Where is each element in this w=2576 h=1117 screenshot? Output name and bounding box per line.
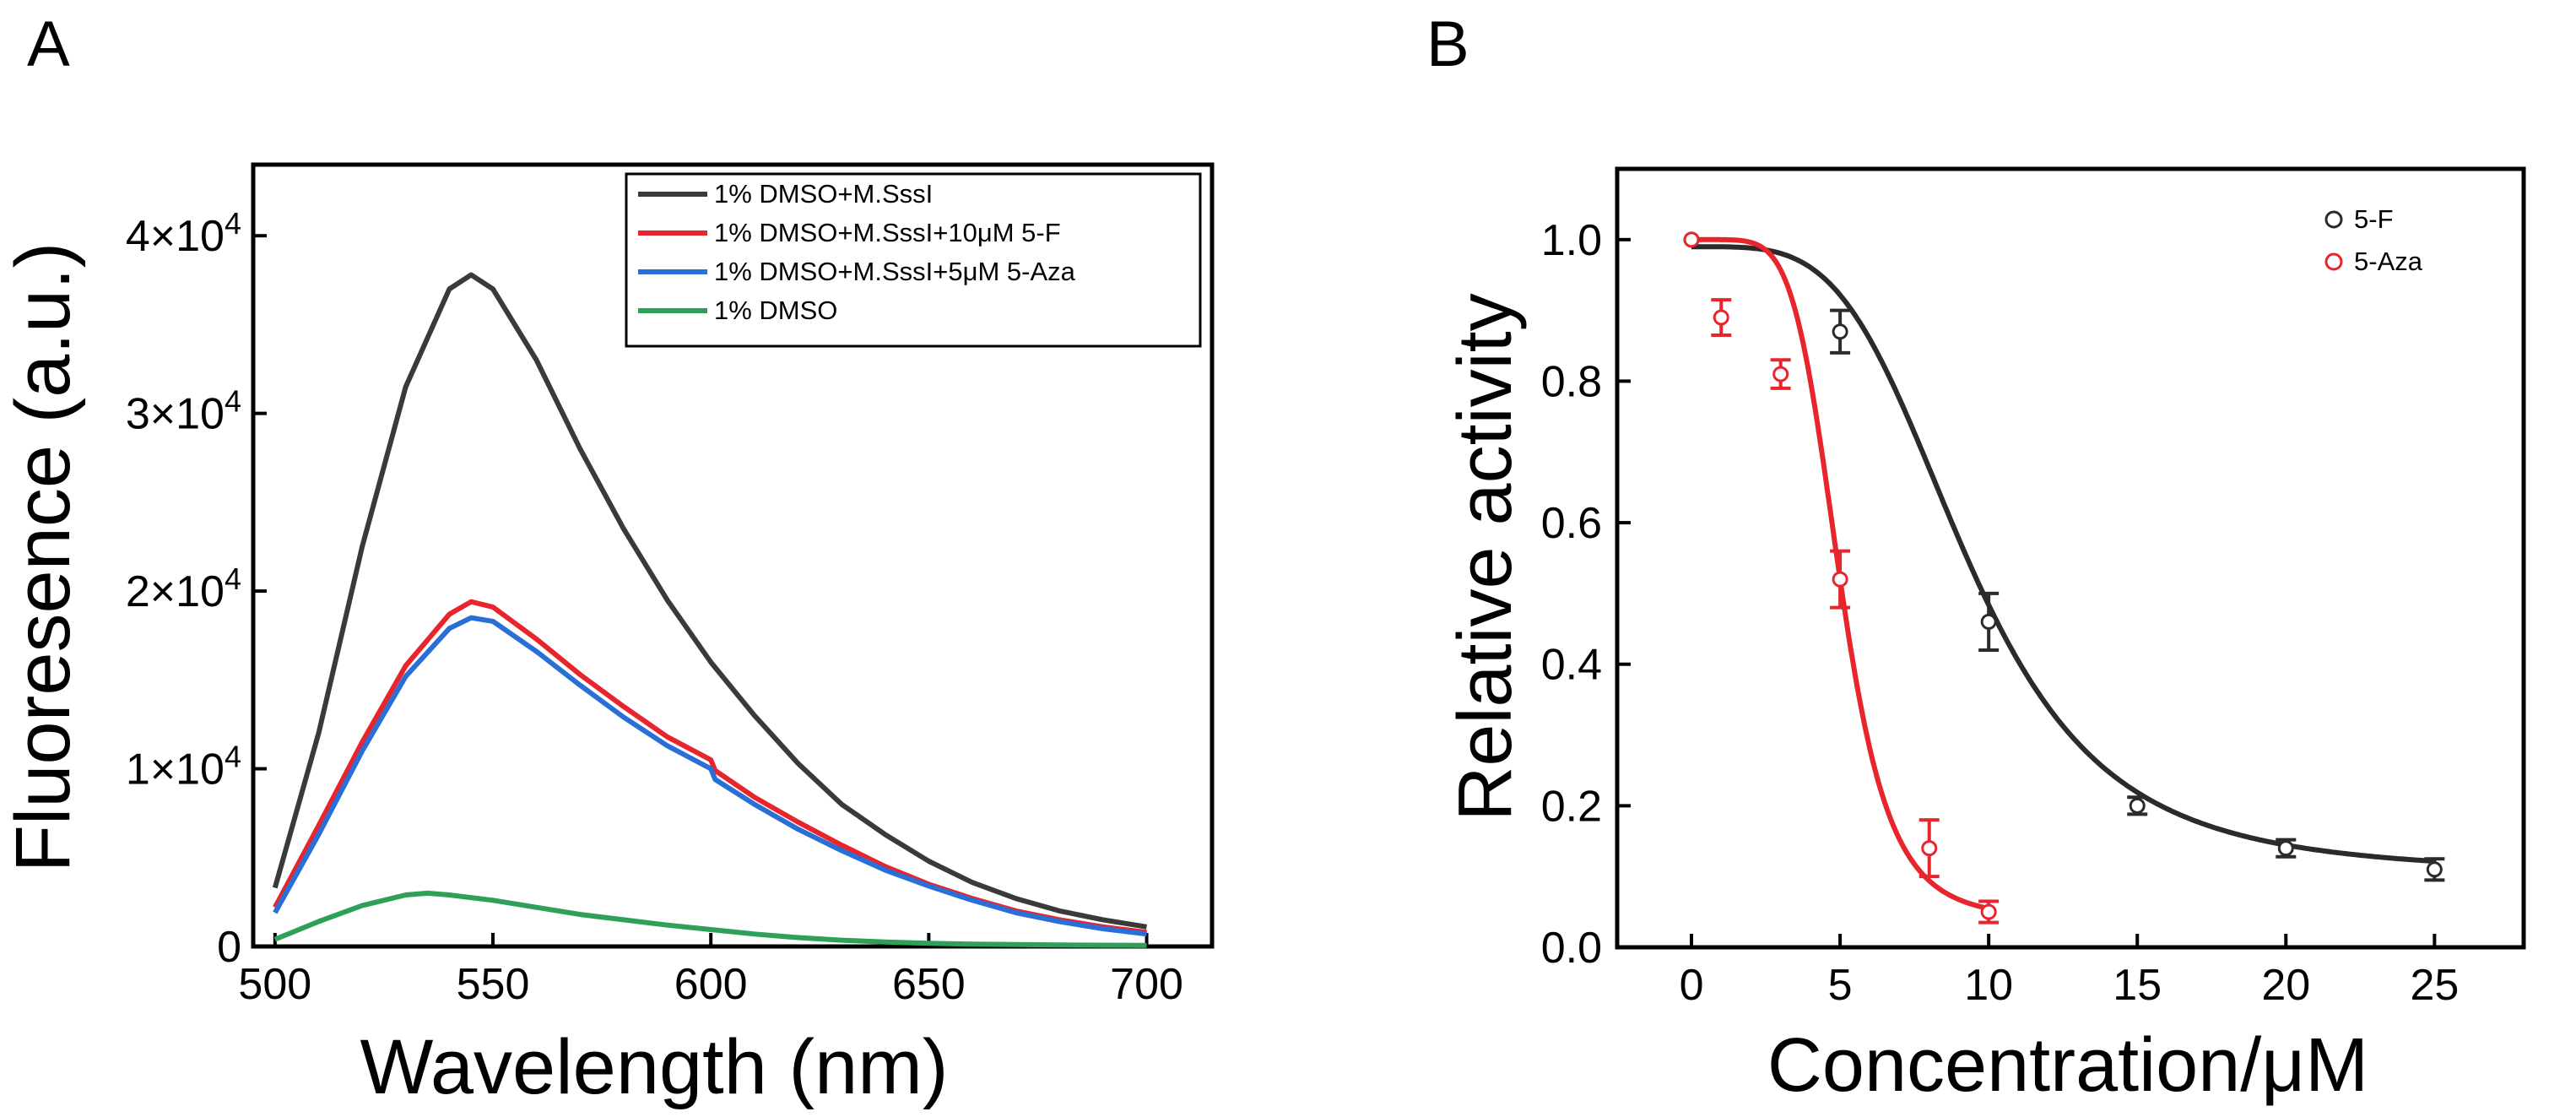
x-tick-label-b: 5 [1828, 961, 1853, 1010]
chart-b: 0.0 0.2 0.4 0.6 0.8 1.0 0 5 10 15 20 25 5-F 5-Aza C… [1443, 166, 2526, 1108]
data-point-b [1980, 903, 1997, 920]
series-lines-a [272, 272, 1147, 948]
series-line-a [272, 272, 1147, 930]
y-tick-label-b: 0.2 [1541, 782, 1602, 831]
y-tick-label-a: 3×104 [126, 384, 241, 439]
data-point-b [1772, 366, 1789, 382]
legend-marker-b [2324, 210, 2343, 229]
x-ticks-a: 500 550 600 650 700 [238, 933, 1183, 1009]
x-tick-label-b: 10 [1964, 961, 2013, 1010]
y-tick-mantissa-a: 4×10 [126, 212, 225, 261]
x-tick-label-a: 500 [238, 960, 311, 1009]
data-point-b [2277, 840, 2294, 857]
y-tick-exponent-a: 4 [225, 740, 241, 774]
legend-label-a: 1% DMSO+M.SssI+5μM 5-Aza [714, 257, 1076, 286]
x-tick-label-b: 0 [1680, 961, 1704, 1010]
legend-label-a: 1% DMSO+M.SssI+10μM 5-F [714, 218, 1061, 247]
fit-curves-b [1691, 236, 2435, 912]
x-tick-label-b: 25 [2410, 961, 2459, 1010]
y-tick-exponent-a: 4 [225, 206, 241, 241]
plot-frame-b [1615, 166, 2526, 950]
data-point-b [1832, 571, 1848, 588]
y-tick-mantissa-a: 0 [217, 923, 241, 972]
data-point-b [1980, 613, 1997, 630]
data-point-b [2426, 861, 2443, 878]
x-axis-title-a: Wavelength (nm) [360, 1024, 948, 1110]
y-tick-label-a: 4×104 [126, 206, 241, 261]
legend-a: 1% DMSO+M.SssI 1% DMSO+M.SssI+10μM 5-F 1% … [625, 172, 1202, 348]
x-tick-label-a: 600 [674, 960, 748, 1009]
y-ticks-b: 0.0 0.2 0.4 0.6 0.8 1.0 [1541, 216, 1631, 973]
series-line-a [273, 890, 1147, 948]
y-axis-title-a: Fluoresence (a.u.) [0, 242, 86, 873]
legend-b: 5-F 5-Aza [2324, 204, 2423, 276]
data-points-b [1683, 231, 2445, 925]
x-tick-label-a: 650 [892, 960, 966, 1009]
plot-frame-a [251, 162, 1215, 949]
data-point-b [1832, 323, 1848, 340]
panel-label-b: B [1426, 8, 1469, 80]
x-ticks-b: 0 5 10 15 20 25 [1680, 934, 2459, 1010]
x-axis-title-b: Concentration/μM [1767, 1023, 2368, 1108]
x-tick-label-b: 15 [2113, 961, 2162, 1010]
legend-label-a: 1% DMSO+M.SssI [714, 179, 933, 209]
series-line-a [273, 615, 1147, 937]
data-point-b [1713, 309, 1729, 326]
legend-label-b: 5-F [2354, 204, 2394, 234]
y-tick-label-a: 1×104 [126, 740, 241, 794]
legend-marker-b [2324, 252, 2343, 271]
fit-curve-b [1691, 244, 2435, 865]
y-tick-mantissa-a: 1×10 [126, 746, 225, 794]
x-tick-label-a: 550 [457, 960, 530, 1009]
y-tick-mantissa-a: 3×10 [126, 390, 225, 439]
data-point-b [1683, 231, 1700, 248]
y-tick-mantissa-a: 2×10 [126, 567, 225, 616]
data-point-b [2129, 797, 2146, 814]
y-tick-label-b: 1.0 [1541, 216, 1602, 265]
x-tick-label-a: 700 [1110, 960, 1183, 1009]
y-tick-label-b: 0.8 [1541, 357, 1602, 406]
legend-box-a [625, 172, 1202, 348]
panel-label-a: A [27, 8, 70, 80]
x-tick-label-b: 20 [2261, 961, 2310, 1010]
y-tick-label-b: 0.4 [1541, 641, 1602, 690]
y-tick-label-a: 2×104 [126, 561, 241, 616]
legend-label-b: 5-Aza [2354, 247, 2423, 276]
legend-label-a: 1% DMSO [714, 296, 837, 325]
y-tick-label-a: 0 [217, 923, 241, 972]
y-tick-exponent-a: 4 [225, 561, 241, 596]
y-tick-label-b: 0.6 [1541, 499, 1602, 548]
y-axis-title-b: Relative activity [1443, 293, 1528, 821]
y-tick-exponent-a: 4 [225, 384, 241, 419]
data-point-b [1921, 840, 1938, 857]
y-tick-label-b: 0.0 [1541, 924, 1602, 973]
